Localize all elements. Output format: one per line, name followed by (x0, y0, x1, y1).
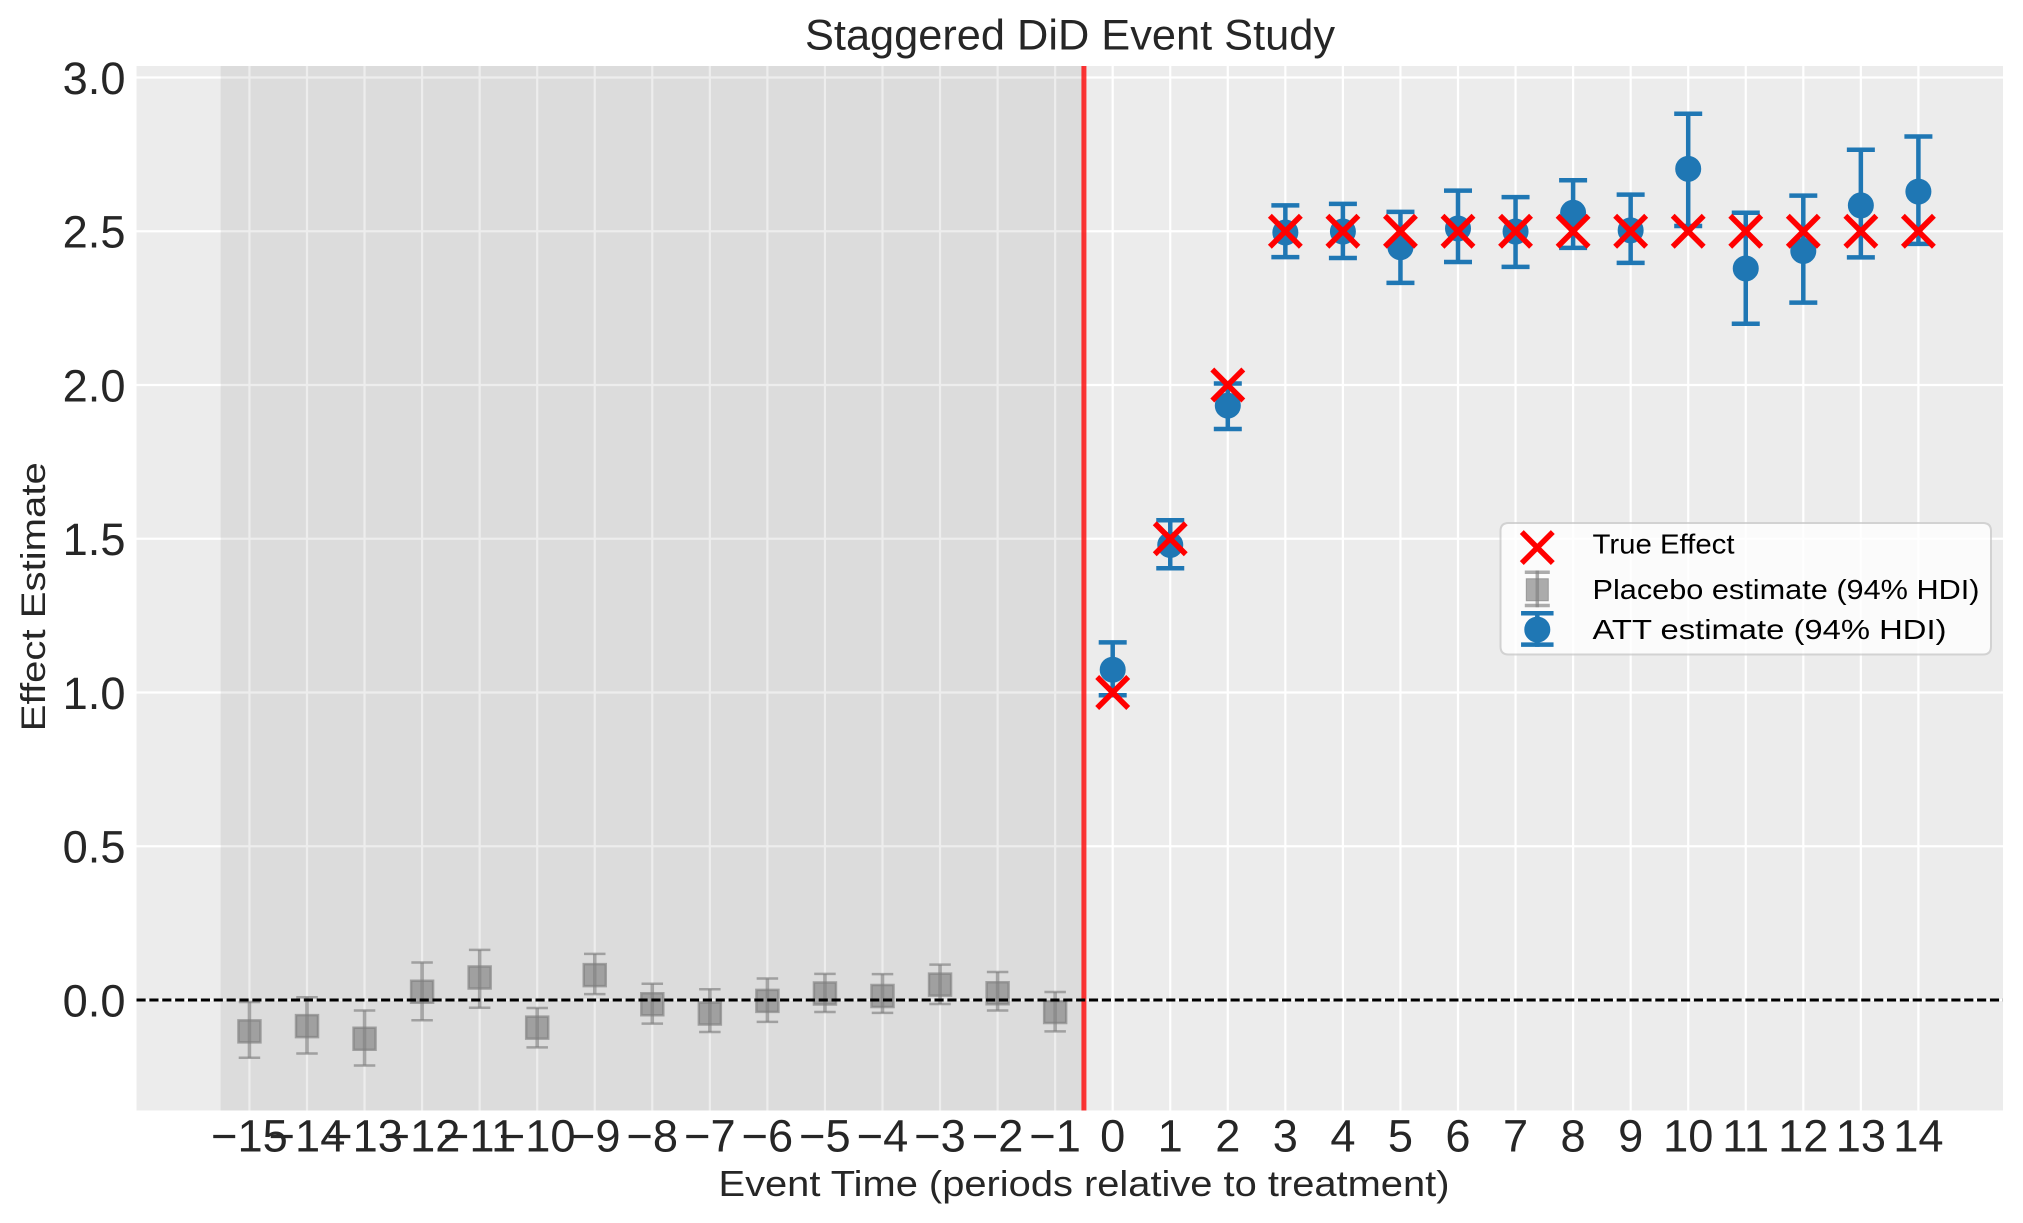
svg-text:9: 9 (1618, 1110, 1643, 1161)
svg-text:1: 1 (1158, 1110, 1183, 1161)
svg-text:6: 6 (1445, 1110, 1470, 1161)
svg-text:8: 8 (1561, 1110, 1586, 1161)
svg-text:Event Time (periods relative t: Event Time (periods relative to treatmen… (719, 1164, 1450, 1204)
svg-text:10: 10 (1663, 1110, 1713, 1161)
svg-text:−13: −13 (326, 1110, 403, 1161)
svg-text:−9: −9 (569, 1110, 621, 1161)
svg-text:3: 3 (1273, 1110, 1298, 1161)
svg-text:1.5: 1.5 (63, 514, 126, 565)
svg-text:−10: −10 (499, 1110, 576, 1161)
svg-text:ATT estimate (94% HDI): ATT estimate (94% HDI) (1593, 614, 1947, 645)
svg-text:−14: −14 (269, 1110, 346, 1161)
svg-text:−8: −8 (627, 1110, 679, 1161)
svg-text:−15: −15 (211, 1110, 288, 1161)
svg-text:−5: −5 (799, 1110, 851, 1161)
svg-text:2.5: 2.5 (63, 207, 126, 258)
svg-text:11: 11 (1722, 1110, 1769, 1161)
svg-text:4: 4 (1330, 1110, 1355, 1161)
svg-text:Placebo estimate (94% HDI): Placebo estimate (94% HDI) (1593, 574, 1980, 605)
svg-text:−11: −11 (443, 1110, 516, 1161)
svg-text:14: 14 (1893, 1110, 1943, 1161)
svg-text:−1: −1 (1029, 1110, 1081, 1161)
svg-text:7: 7 (1503, 1110, 1528, 1161)
svg-text:12: 12 (1778, 1110, 1828, 1161)
svg-text:13: 13 (1836, 1110, 1886, 1161)
svg-text:0: 0 (1100, 1110, 1125, 1161)
svg-text:−12: −12 (384, 1110, 461, 1161)
svg-text:True Effect: True Effect (1593, 528, 1735, 559)
svg-text:0.0: 0.0 (63, 975, 126, 1026)
svg-text:−3: −3 (914, 1110, 966, 1161)
svg-text:3.0: 3.0 (63, 53, 126, 104)
svg-text:0.5: 0.5 (63, 822, 126, 873)
svg-text:−2: −2 (972, 1110, 1024, 1161)
svg-text:Effect Estimate: Effect Estimate (15, 462, 53, 731)
svg-text:5: 5 (1388, 1110, 1413, 1161)
svg-text:−7: −7 (684, 1110, 736, 1161)
svg-text:1.0: 1.0 (63, 668, 126, 719)
svg-text:2.0: 2.0 (63, 360, 126, 411)
svg-text:2: 2 (1215, 1110, 1240, 1161)
svg-text:Staggered DiD Event Study: Staggered DiD Event Study (805, 12, 1336, 60)
svg-text:−6: −6 (742, 1110, 794, 1161)
svg-text:−4: −4 (857, 1110, 909, 1161)
